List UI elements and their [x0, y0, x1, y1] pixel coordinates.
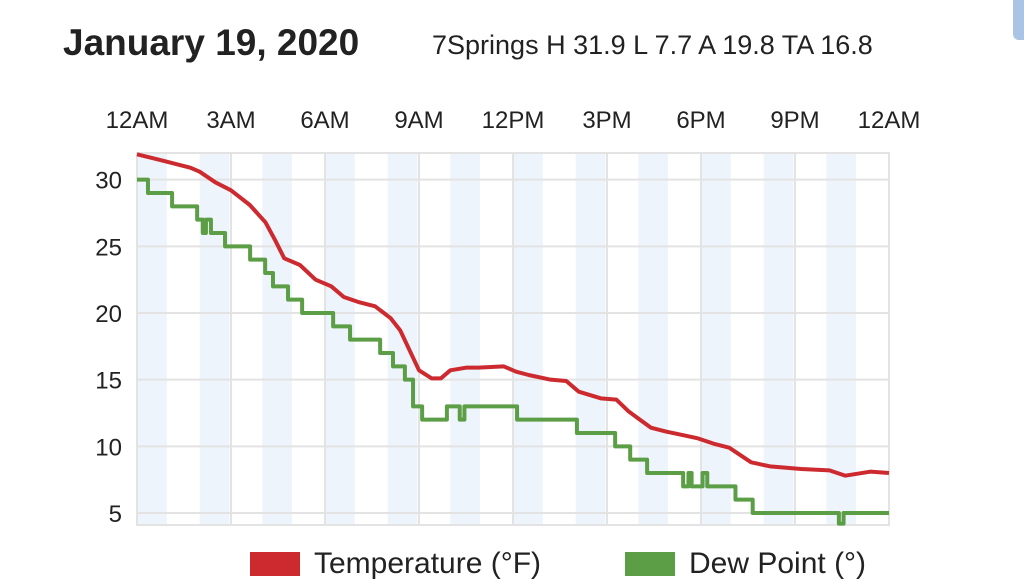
y-tick-label: 15	[95, 368, 122, 395]
x-tick-label: 3PM	[582, 107, 631, 134]
shaded-hour-band	[638, 153, 669, 525]
x-tick-label: 6AM	[300, 107, 349, 134]
plot-border	[136, 152, 890, 526]
chart-subtitle: 7Springs H 31.9 L 7.7 A 19.8 TA 16.8	[432, 30, 873, 60]
legend-swatch-temperature	[250, 552, 300, 576]
shaded-hour-band	[575, 153, 606, 525]
shaded-hour-band	[262, 153, 293, 525]
temperature-line	[136, 152, 890, 478]
scrollbar-thumb[interactable]	[1013, 0, 1024, 40]
legend-item-dew-point[interactable]: Dew Point (°)	[625, 547, 866, 581]
y-tick-label: 5	[109, 501, 122, 528]
shaded-hour-band	[826, 153, 857, 525]
dew-point-line	[137, 177, 889, 526]
chart-title: January 19, 2020	[63, 22, 360, 63]
shaded-hour-band	[137, 153, 167, 525]
shaded-hour-band	[513, 153, 543, 525]
y-tick-label: 10	[95, 434, 122, 461]
shaded-hour-band	[701, 153, 731, 525]
x-tick-label: 12PM	[482, 107, 545, 134]
legend-swatch-dew-point	[625, 552, 675, 576]
legend-label-temperature: Temperature (°F)	[314, 547, 542, 580]
y-tick-label: 30	[95, 168, 122, 195]
shaded-hour-band	[199, 153, 230, 525]
x-tick-label: 12AM	[858, 107, 921, 134]
x-tick-label: 9PM	[770, 107, 819, 134]
legend-label-dew-point: Dew Point (°)	[689, 547, 867, 580]
shaded-hour-band	[763, 153, 794, 525]
x-tick-label: 12AM	[106, 107, 169, 134]
shaded-hour-band	[450, 153, 481, 525]
y-tick-label: 20	[95, 301, 122, 328]
x-tick-label: 9AM	[394, 107, 443, 134]
legend-item-temperature[interactable]: Temperature (°F)	[250, 547, 541, 581]
y-tick-label: 25	[95, 234, 122, 261]
x-tick-label: 3AM	[206, 107, 255, 134]
x-tick-label: 6PM	[676, 107, 725, 134]
